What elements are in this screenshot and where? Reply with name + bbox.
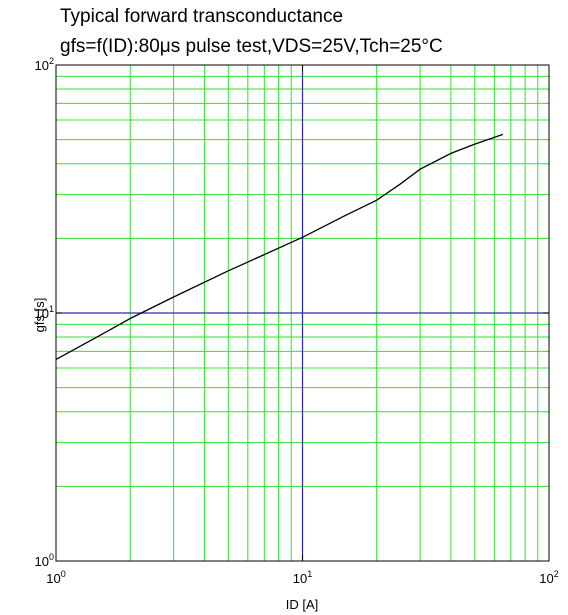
x-axis-label: ID [A] <box>286 597 319 612</box>
x-tick-exponent: 1 <box>307 569 312 579</box>
y-tick-label: 101 <box>35 304 54 321</box>
x-tick-exponent: 0 <box>61 569 66 579</box>
x-tick-exponent: 2 <box>554 569 559 579</box>
y-tick-base: 10 <box>35 58 49 73</box>
y-axis-label: gfs [s] <box>32 298 47 333</box>
y-tick-exponent: 2 <box>49 56 54 66</box>
y-tick-exponent: 0 <box>49 552 54 562</box>
x-tick-base: 10 <box>293 571 307 586</box>
y-tick-base: 10 <box>35 306 49 321</box>
x-tick-base: 10 <box>46 571 60 586</box>
x-tick-base: 10 <box>539 571 553 586</box>
x-tick-label: 100 <box>46 569 65 586</box>
x-tick-label: 102 <box>539 569 558 586</box>
grid-layer <box>56 65 549 561</box>
y-tick-label: 100 <box>35 552 54 569</box>
frame-layer <box>55 64 550 562</box>
y-tick-base: 10 <box>35 554 49 569</box>
curve-layer <box>55 133 504 360</box>
y-tick-label: 102 <box>35 56 54 73</box>
chart-subtitle: gfs=f(ID):80μs pulse test,VDS=25V,Tch=25… <box>60 36 443 57</box>
chart-title: Typical forward transconductance <box>60 6 344 27</box>
x-tick-label: 101 <box>293 569 312 586</box>
series-line <box>55 133 504 360</box>
y-tick-exponent: 1 <box>49 304 54 314</box>
